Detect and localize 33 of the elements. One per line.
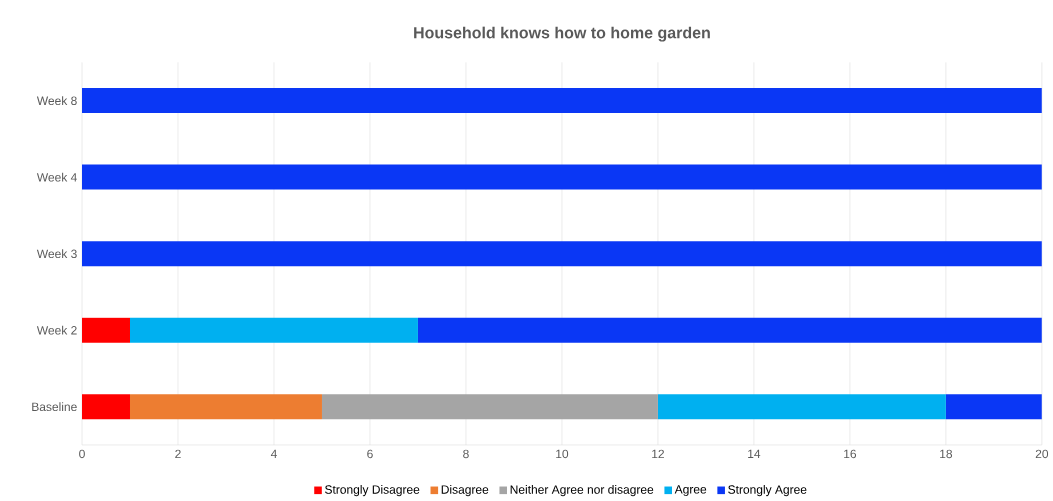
x-tick-label: 14 [748,449,761,458]
legend-label: Disagree [441,484,489,497]
legend-label: Strongly Agree [728,484,807,497]
x-tick-label: 4 [270,449,277,458]
x-tick-label: 6 [367,449,373,459]
x-tick-label: 16 [844,449,857,459]
bar [82,164,1042,190]
legend-label: Strongly Disagree [325,484,420,497]
x-tick-label: 0 [79,449,85,459]
legend-label: Neither Agree nor disagree [510,484,654,497]
chart-title: Household knows how to home garden [414,26,710,42]
bar [321,394,658,420]
bar [82,88,1042,114]
x-tick-label: 2 [175,449,181,459]
y-tick-label: Baseline [32,402,77,412]
bar [130,317,418,343]
bar [130,394,322,420]
y-tick-label: Week 8 [36,96,77,106]
bar [82,241,1042,267]
x-tick-label: 20 [1035,449,1049,459]
bar [657,394,946,420]
bar [945,394,1042,420]
y-tick-label: Week 3 [36,249,77,259]
x-tick-label: 12 [652,449,664,459]
bar [82,394,130,420]
bar [82,317,130,343]
bar [417,317,1042,343]
y-tick-label: Week 2 [36,325,77,335]
legend-label: Agree [674,485,707,496]
y-tick-label: Week 4 [36,172,77,182]
x-tick-label: 8 [463,449,469,459]
x-tick-label: 18 [940,449,953,459]
x-tick-label: 10 [556,449,569,459]
